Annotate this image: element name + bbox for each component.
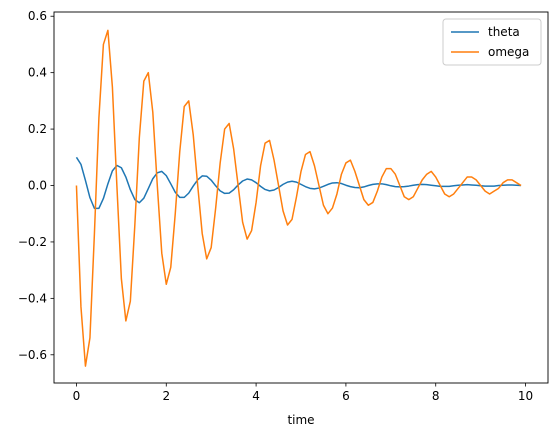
x-axis-label: time: [287, 413, 314, 427]
y-tick-label: 0.2: [28, 122, 47, 136]
legend: theta omega: [442, 18, 542, 66]
y-tick-label: 0.4: [28, 66, 47, 80]
x-tick-label: 2: [162, 389, 170, 403]
x-tick-label: 6: [342, 389, 350, 403]
y-tick-label: 0.6: [28, 9, 47, 23]
x-tick-label: 4: [252, 389, 260, 403]
y-tick-label: 0.0: [28, 179, 47, 193]
y-tick-label: −0.6: [18, 348, 47, 362]
legend-label-theta: theta: [488, 25, 520, 39]
x-tick-label: 10: [518, 389, 533, 403]
x-tick-label: 8: [432, 389, 440, 403]
series-layer: [75, 29, 522, 367]
y-tick-label: −0.2: [18, 235, 47, 249]
legend-label-omega: omega: [488, 45, 529, 59]
series-line-omega: [75, 29, 522, 367]
y-tick-label: −0.4: [18, 291, 47, 305]
axes-frame: [53, 11, 549, 384]
y-axis-ticks: −0.6 −0.4 −0.2 0.0 0.2 0.4 0.6: [18, 9, 54, 362]
legend-box: [442, 18, 542, 66]
x-tick-label: 0: [73, 389, 81, 403]
x-axis-ticks: 0 2 4 6 8 10: [73, 383, 533, 403]
